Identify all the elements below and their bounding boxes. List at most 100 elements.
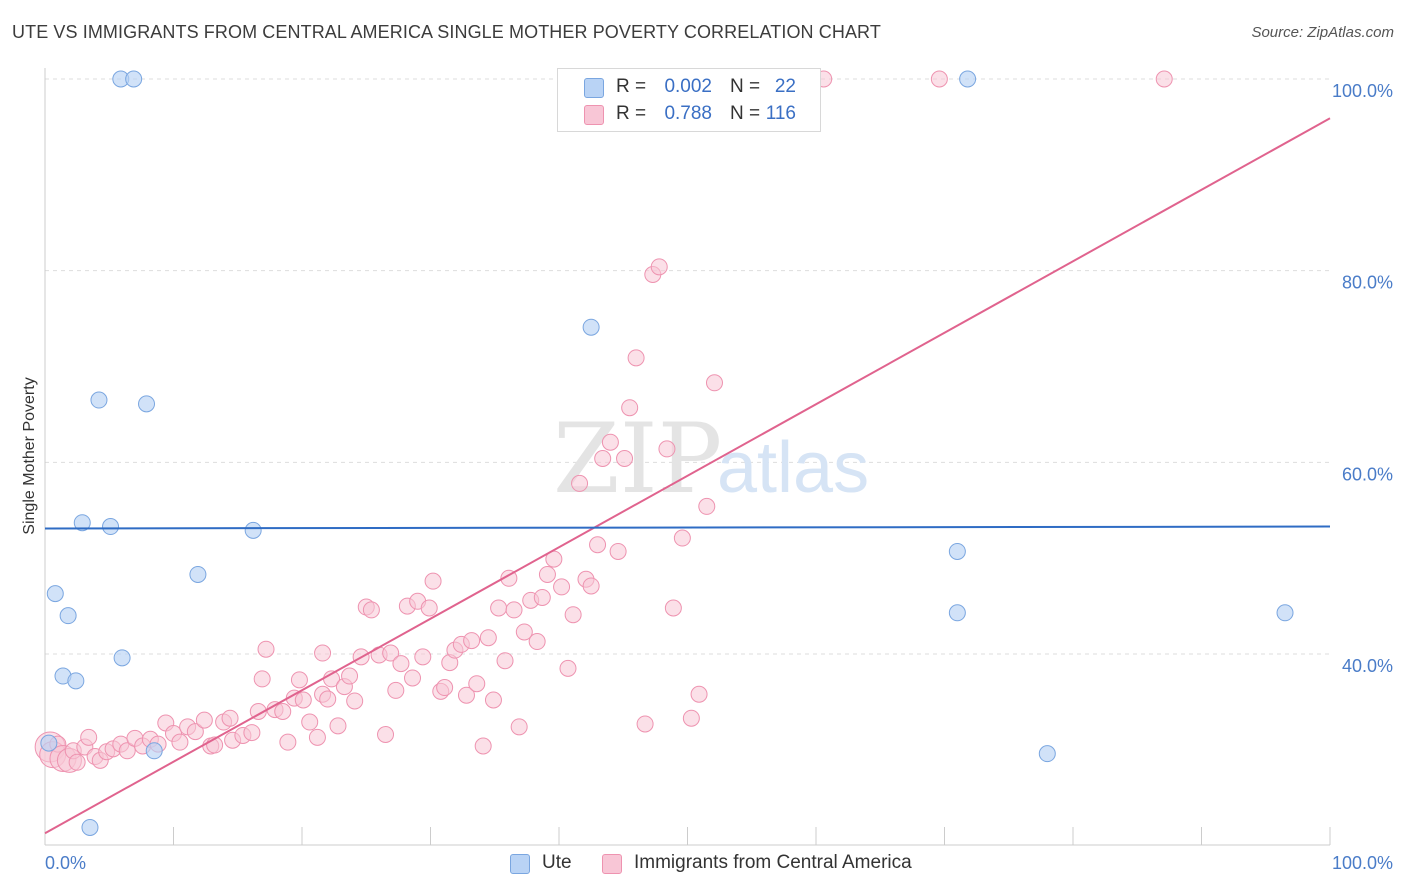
data-point-central-america [658,440,676,458]
legend-n-label: N = [730,76,761,97]
data-point-central-america [589,536,607,554]
legend-r-label: R = [616,76,647,97]
data-point-central-america [528,633,546,651]
data-point-central-america [308,728,326,746]
data-point-ute [90,391,108,409]
data-point-central-america [505,601,523,619]
data-point-ute [959,70,977,88]
x-tick-label: 0.0% [45,853,86,873]
data-point-central-america [474,737,492,755]
data-point-ute [73,514,91,532]
data-point-central-america [705,374,723,392]
data-point-central-america [382,644,400,662]
data-point-central-america [682,709,700,727]
data-point-central-america [404,669,422,687]
chart-title: UTE VS IMMIGRANTS FROM CENTRAL AMERICA S… [12,22,881,42]
data-point-central-america [664,599,682,617]
y-axis-label: Single Mother Poverty [21,377,38,534]
data-point-central-america [650,258,668,276]
legend-r-label: R = [616,103,647,124]
data-point-central-america [301,713,319,731]
data-point-central-america [594,450,612,467]
legend-swatch-ute [584,78,604,98]
data-point-central-america [186,723,204,741]
data-point-central-america [673,529,691,547]
data-point-ute [1038,745,1056,763]
data-point-central-america [616,450,634,467]
data-point-central-america [571,474,589,492]
data-point-ute [145,742,163,760]
data-point-central-america [559,659,577,677]
data-point-central-america [582,577,600,595]
legend-label-ute: Ute [542,852,572,873]
data-point-ute [138,395,156,413]
data-point-ute [113,649,131,667]
data-point-central-america [68,753,86,771]
data-point-central-america [118,742,136,760]
y-tick-label: 60.0% [1342,464,1393,484]
legend-r-value: 0.002 [664,76,712,97]
data-point-ute [244,521,262,539]
legend-swatch-ute [510,854,530,874]
source-credit: Source: ZipAtlas.com [1251,24,1394,41]
data-point-ute [81,818,99,836]
data-point-ute [102,518,120,536]
data-point-central-america [249,703,267,720]
legend-row-central-america: R = 0.788 N = 116 [558,101,820,127]
data-point-ute [40,734,58,752]
data-point-central-america [533,588,551,606]
x-tick-label: 100.0% [1332,853,1393,873]
data-point-central-america [392,655,410,673]
data-point-central-america [362,601,380,619]
data-point-central-america [257,640,275,658]
data-point-central-america [490,599,508,617]
data-point-central-america [636,715,654,733]
legend-label-central-america: Immigrants from Central America [634,852,912,873]
data-point-ute [582,318,600,336]
data-point-ute [948,542,966,560]
series-ute-points [40,70,1294,836]
data-point-central-america [609,542,627,560]
data-point-ute [67,672,85,690]
data-point-central-america [601,433,619,451]
grid-lines [45,78,1330,655]
trend-lines [44,117,1331,835]
series-central-america-points [34,70,1173,773]
data-point-central-america [294,691,312,709]
legend-n-value: 116 [765,103,796,124]
data-point-central-america [538,565,556,583]
tick-labels: 40.0% 60.0% 80.0% 100.0% 0.0% 100.0% [45,81,1393,873]
data-point-central-america [463,632,481,650]
stats-legend: R = 0.002 N = 22 R = 0.788 N = 116 [557,68,821,132]
data-point-central-america [80,728,98,746]
trend-line-ute [44,525,1331,530]
watermark: ZIP atlas [553,403,869,515]
data-point-central-america [479,629,497,647]
legend-row-ute: R = 0.002 N = 22 [558,74,820,100]
data-point-ute [125,70,143,88]
data-point-ute [1276,604,1294,622]
axes [44,68,1331,846]
data-point-central-america [314,644,332,662]
data-point-central-america [414,648,432,666]
data-point-central-america [171,733,189,751]
data-point-central-america [1155,70,1173,88]
data-point-central-america [243,724,261,742]
data-point-central-america [500,569,518,587]
data-point-central-america [387,681,405,699]
data-point-central-america [290,671,308,689]
legend-n-label: N = [730,103,761,124]
y-tick-label: 40.0% [1342,656,1393,676]
y-tick-label: 80.0% [1342,273,1393,293]
watermark-atlas: atlas [717,428,869,508]
data-point-central-america [564,606,582,624]
data-point-central-america [341,667,359,685]
data-point-central-america [510,718,528,736]
data-point-ute [948,604,966,622]
legend-n-value: 22 [774,76,796,97]
data-point-central-america [329,717,347,735]
data-point-central-america [279,733,297,751]
data-point-central-america [496,652,514,670]
trend-line-central-america [44,117,1331,835]
